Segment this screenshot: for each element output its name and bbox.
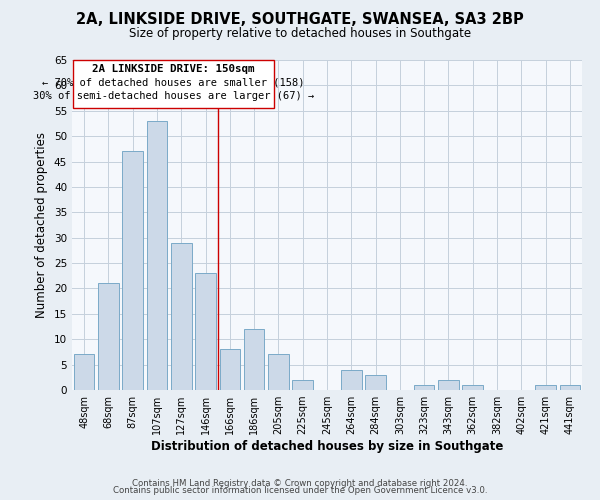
X-axis label: Distribution of detached houses by size in Southgate: Distribution of detached houses by size … [151, 440, 503, 453]
Bar [341, 370, 362, 390]
Text: Size of property relative to detached houses in Southgate: Size of property relative to detached ho… [129, 28, 471, 40]
Bar [195, 273, 216, 390]
Bar [414, 385, 434, 390]
Bar [365, 375, 386, 390]
Bar [292, 380, 313, 390]
FancyBboxPatch shape [73, 60, 274, 108]
Bar [74, 354, 94, 390]
Bar [535, 385, 556, 390]
Bar [146, 121, 167, 390]
Text: 30% of semi-detached houses are larger (67) →: 30% of semi-detached houses are larger (… [33, 92, 314, 102]
Bar [268, 354, 289, 390]
Text: Contains HM Land Registry data © Crown copyright and database right 2024.: Contains HM Land Registry data © Crown c… [132, 478, 468, 488]
Bar [98, 284, 119, 390]
Bar [438, 380, 459, 390]
Bar [220, 350, 240, 390]
Text: ← 70% of detached houses are smaller (158): ← 70% of detached houses are smaller (15… [42, 78, 305, 88]
Bar [171, 243, 191, 390]
Bar [122, 152, 143, 390]
Text: Contains public sector information licensed under the Open Government Licence v3: Contains public sector information licen… [113, 486, 487, 495]
Bar [560, 385, 580, 390]
Text: 2A LINKSIDE DRIVE: 150sqm: 2A LINKSIDE DRIVE: 150sqm [92, 64, 254, 74]
Bar [244, 329, 265, 390]
Bar [463, 385, 483, 390]
Text: 2A, LINKSIDE DRIVE, SOUTHGATE, SWANSEA, SA3 2BP: 2A, LINKSIDE DRIVE, SOUTHGATE, SWANSEA, … [76, 12, 524, 28]
Y-axis label: Number of detached properties: Number of detached properties [35, 132, 49, 318]
